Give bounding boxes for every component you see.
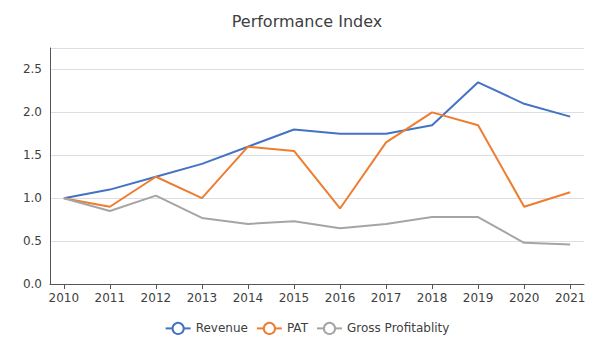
svg-text:2018: 2018 bbox=[417, 291, 448, 305]
svg-text:1.0: 1.0 bbox=[23, 191, 42, 205]
svg-text:2013: 2013 bbox=[187, 291, 218, 305]
svg-text:2020: 2020 bbox=[509, 291, 540, 305]
svg-text:0.0: 0.0 bbox=[23, 277, 42, 291]
svg-text:2015: 2015 bbox=[279, 291, 310, 305]
svg-text:2017: 2017 bbox=[371, 291, 402, 305]
svg-text:Revenue: Revenue bbox=[196, 321, 248, 335]
svg-text:2012: 2012 bbox=[141, 291, 172, 305]
svg-text:2019: 2019 bbox=[463, 291, 494, 305]
svg-text:PAT: PAT bbox=[287, 321, 309, 335]
svg-text:Gross Profitablity: Gross Profitablity bbox=[347, 321, 449, 335]
svg-text:2.0: 2.0 bbox=[23, 105, 42, 119]
svg-text:2021: 2021 bbox=[555, 291, 586, 305]
svg-text:2010: 2010 bbox=[49, 291, 80, 305]
svg-text:1.5: 1.5 bbox=[23, 148, 42, 162]
svg-text:2016: 2016 bbox=[325, 291, 356, 305]
svg-text:2.5: 2.5 bbox=[23, 62, 42, 76]
svg-text:2011: 2011 bbox=[95, 291, 126, 305]
svg-text:Performance Index: Performance Index bbox=[232, 12, 383, 31]
svg-text:2014: 2014 bbox=[233, 291, 264, 305]
svg-text:0.5: 0.5 bbox=[23, 234, 42, 248]
